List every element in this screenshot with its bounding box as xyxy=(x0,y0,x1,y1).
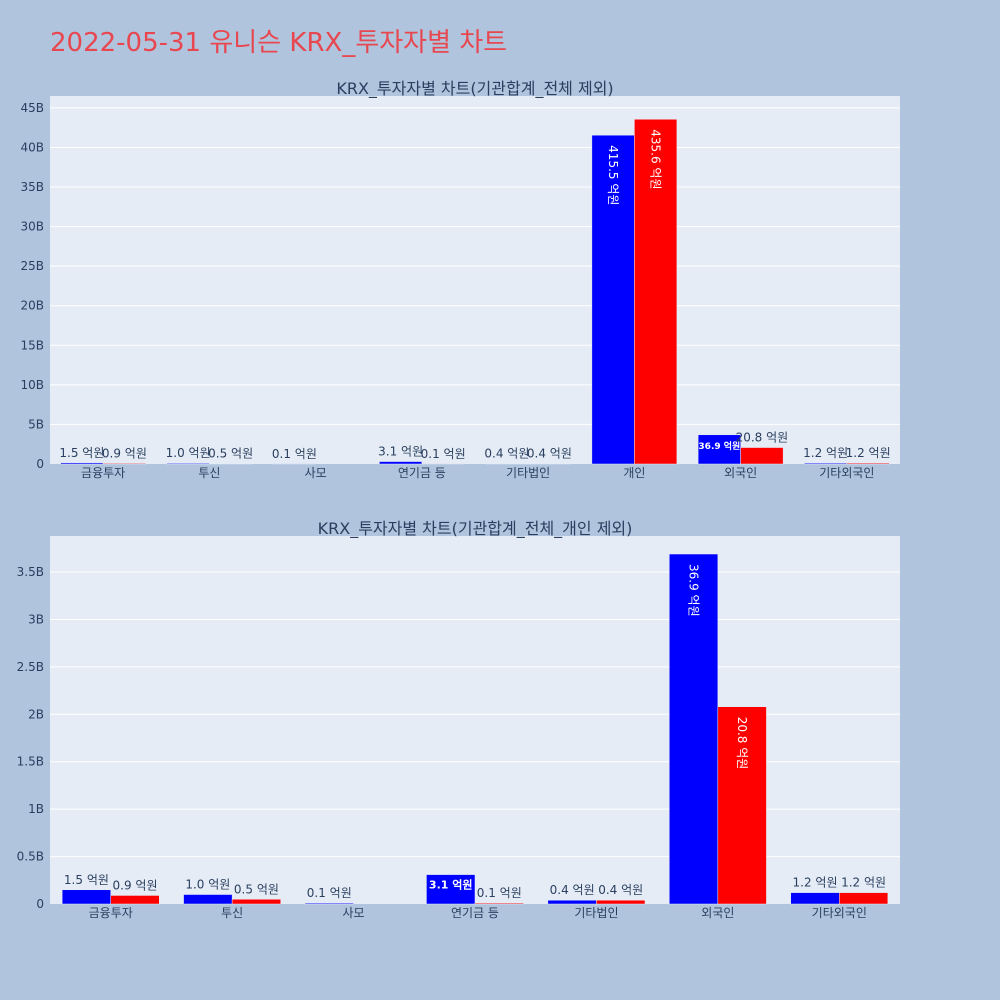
data-label: 0.4 억원 xyxy=(484,447,529,461)
bar-sell xyxy=(846,462,890,465)
data-label: 20.8 억원 xyxy=(736,431,789,445)
bar-buy xyxy=(547,899,597,905)
bar-sell xyxy=(839,892,889,905)
x-tick-label: 금융투자 xyxy=(89,906,133,920)
x-tick-label: 개인 xyxy=(623,466,645,480)
data-label: 36.9 억원 xyxy=(698,440,740,452)
data-label: 1.0 억원 xyxy=(166,446,211,460)
x-tick-label: 기타법인 xyxy=(574,906,618,920)
y-tick-label: 5B xyxy=(28,417,44,431)
data-label: 0.4 억원 xyxy=(598,883,643,897)
data-label: 0.1 억원 xyxy=(477,886,522,900)
bar-buy xyxy=(426,874,476,905)
x-tick-label: 기타외국인 xyxy=(819,466,874,480)
y-tick-label: 0 xyxy=(36,897,44,911)
data-label: 0.1 억원 xyxy=(307,886,352,900)
data-label: 0.9 억원 xyxy=(113,878,158,892)
bar-sell xyxy=(596,899,646,905)
chart-title: KRX_투자자별 차트(기관합계_전체_개인 제외) xyxy=(318,519,633,539)
bar-buy xyxy=(166,462,210,465)
chart-2: 0 0.5B 1B 1.5B 2B 2.5B 3B 3.5B KRX_투자자별 차트(기관합계_… xyxy=(17,519,900,920)
x-tick-label: 기타외국인 xyxy=(812,906,867,920)
data-label: 0.1 억원 xyxy=(272,447,317,461)
y-tick-label: 30B xyxy=(20,220,44,234)
y-tick-label: 0 xyxy=(36,457,44,471)
data-label: 0.1 억원 xyxy=(421,447,466,461)
y-tick-label: 1.5B xyxy=(17,755,44,769)
plot-area xyxy=(50,96,900,464)
x-tick-label: 연기금 등 xyxy=(398,466,446,480)
data-label: 1.2 억원 xyxy=(793,876,838,890)
bar-sell xyxy=(474,902,524,905)
data-label: 1.0 억원 xyxy=(185,878,230,892)
y-tick-label: 15B xyxy=(20,338,44,352)
bar-buy xyxy=(591,134,635,465)
x-tick-label: 금융투자 xyxy=(81,466,125,480)
y-tick-label: 45B xyxy=(20,101,44,115)
bar-sell xyxy=(110,895,160,905)
y-tick-label: 3B xyxy=(28,612,44,626)
x-tick-label: 투신 xyxy=(221,906,243,920)
data-label: 36.9 억원 xyxy=(687,564,701,617)
x-tick-label: 사모 xyxy=(305,466,327,480)
data-label: 3.1 억원 xyxy=(378,445,423,459)
y-tick-label: 3.5B xyxy=(17,565,44,579)
bar-sell xyxy=(717,706,767,905)
bar-buy xyxy=(304,902,354,905)
chart-1: 0 5B 10B 15B 20B 25B 30B 35B 40B 45B KRX_투자자별 차트(기… xyxy=(20,79,900,480)
bar-buy xyxy=(61,889,111,905)
bar-buy xyxy=(669,553,719,905)
data-label: 0.5 억원 xyxy=(234,882,279,896)
y-tick-label: 2B xyxy=(28,707,44,721)
x-tick-label: 투신 xyxy=(198,466,220,480)
bar-sell xyxy=(634,119,678,465)
y-tick-label: 20B xyxy=(20,299,44,313)
data-label: 0.5 억원 xyxy=(208,447,253,461)
page-title: 2022-05-31 유니슨 KRX_투자자별 차트 xyxy=(50,28,508,58)
y-tick-label: 0.5B xyxy=(17,850,44,864)
bar-buy xyxy=(379,461,423,465)
x-tick-label: 연기금 등 xyxy=(451,906,499,920)
data-label: 0.4 억원 xyxy=(550,883,595,897)
y-tick-label: 35B xyxy=(20,180,44,194)
data-label: 1.5 억원 xyxy=(64,873,109,887)
data-label: 1.2 억원 xyxy=(803,446,848,460)
x-tick-label: 기타법인 xyxy=(506,466,550,480)
plot-area xyxy=(50,536,900,904)
y-tick-label: 40B xyxy=(20,140,44,154)
bar-buy xyxy=(183,894,233,905)
data-label: 3.1 억원 xyxy=(429,878,473,892)
data-label: 0.9 억원 xyxy=(102,446,147,460)
bar-sell xyxy=(231,899,281,905)
data-label: 1.5 억원 xyxy=(59,446,104,460)
y-tick-label: 10B xyxy=(20,378,44,392)
y-tick-label: 25B xyxy=(20,259,44,273)
x-tick-label: 외국인 xyxy=(701,906,734,920)
chart-title: KRX_투자자별 차트(기관합계_전체 제외) xyxy=(336,79,613,99)
x-tick-label: 사모 xyxy=(343,906,365,920)
bar-buy xyxy=(60,462,104,465)
data-label: 435.6 억원 xyxy=(649,129,663,189)
bar-buy xyxy=(804,462,848,465)
x-tick-label: 외국인 xyxy=(724,466,757,480)
bar-buy xyxy=(697,434,741,465)
data-label: 415.5 억원 xyxy=(606,145,620,205)
data-label: 0.4 억원 xyxy=(527,447,572,461)
bar-buy xyxy=(790,892,840,905)
data-label: 20.8 억원 xyxy=(735,717,749,770)
y-tick-label: 2.5B xyxy=(17,660,44,674)
data-label: 1.2 억원 xyxy=(841,876,886,890)
bar-sell xyxy=(740,447,784,465)
y-tick-label: 1B xyxy=(28,802,44,816)
data-label: 1.2 억원 xyxy=(846,446,891,460)
bar-sell xyxy=(102,463,146,465)
